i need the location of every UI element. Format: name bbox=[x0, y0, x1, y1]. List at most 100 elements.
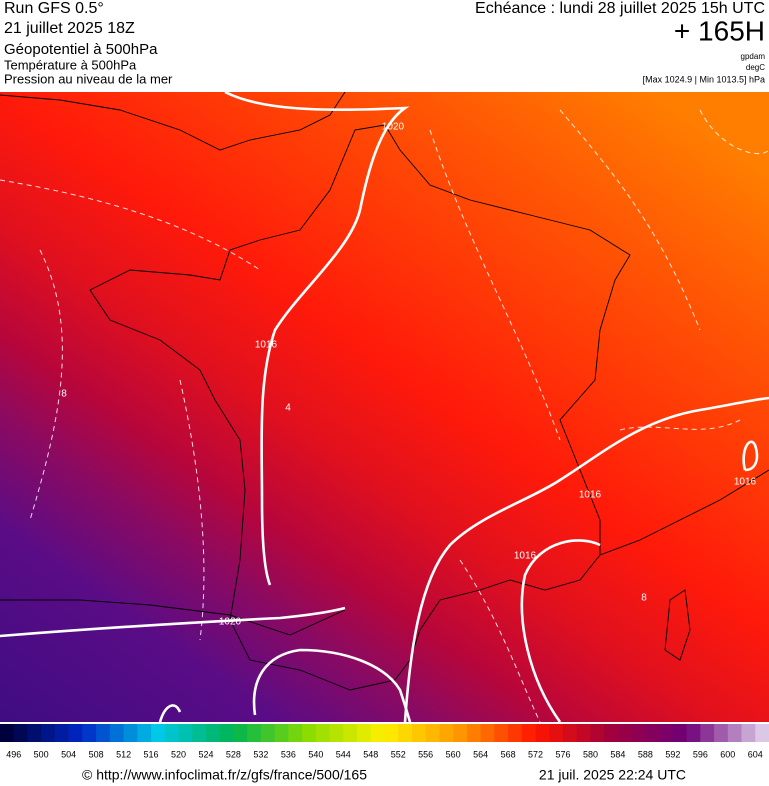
uk-coast bbox=[0, 92, 346, 151]
colorbar-label: 556 bbox=[418, 749, 433, 759]
colorbar-box bbox=[645, 724, 660, 742]
colorbar-box bbox=[563, 724, 578, 742]
colorbar-box bbox=[109, 724, 125, 742]
colorbar-label: 604 bbox=[748, 749, 763, 759]
colorbar-box bbox=[714, 724, 729, 742]
colorbar-box bbox=[686, 724, 701, 742]
colorbar-box bbox=[41, 724, 56, 742]
run: Run GFS 0.5° bbox=[4, 0, 104, 17]
colorbar-label: 564 bbox=[473, 749, 488, 759]
isobar bbox=[224, 92, 410, 586]
colorbar-box bbox=[398, 724, 413, 742]
colorbar-label: 536 bbox=[281, 749, 296, 759]
colorbar-box bbox=[54, 724, 70, 742]
colorbar-box bbox=[617, 724, 633, 742]
isotherm bbox=[619, 419, 741, 431]
isotherm bbox=[0, 179, 261, 271]
colorbar-box bbox=[288, 724, 303, 742]
colorbar-box bbox=[68, 724, 83, 742]
colorbar-box bbox=[0, 724, 15, 742]
pressure-range: [Max 1024.9 | Min 1013.5] hPa bbox=[643, 74, 765, 84]
colorbar-box bbox=[96, 724, 111, 742]
contour-label: 8 bbox=[641, 593, 647, 604]
colorbar-box bbox=[274, 724, 289, 742]
isotherm bbox=[459, 559, 541, 722]
contour-label: 1016 bbox=[514, 551, 537, 562]
colorbar-label: 588 bbox=[638, 749, 653, 759]
colorbar-label: 580 bbox=[583, 749, 598, 759]
colorbar-box bbox=[137, 724, 152, 742]
colorbar-label: 584 bbox=[610, 749, 625, 759]
colorbar-label: 560 bbox=[446, 749, 461, 759]
colorbar-box bbox=[219, 724, 234, 742]
colorbar-label: 508 bbox=[89, 749, 104, 759]
colorbar-box bbox=[576, 724, 591, 742]
isotherm bbox=[179, 379, 205, 641]
colorbar-label: 504 bbox=[61, 749, 76, 759]
contour-label: 1020 bbox=[382, 122, 405, 133]
colorbar-box bbox=[508, 724, 523, 742]
colorbar-box bbox=[727, 724, 743, 742]
colorbar-box bbox=[247, 724, 262, 742]
colorbar-box bbox=[590, 724, 605, 742]
colorbar-label: 572 bbox=[528, 749, 543, 759]
field-temperature: Température à 500hPa bbox=[4, 57, 137, 72]
colorbar-label: 592 bbox=[665, 749, 680, 759]
run-date: 21 juillet 2025 18Z bbox=[4, 20, 135, 37]
lead-time: + 165H bbox=[674, 15, 765, 46]
colorbar-label: 600 bbox=[720, 749, 735, 759]
colorbar-box bbox=[343, 724, 358, 742]
colorbar-label: 520 bbox=[171, 749, 186, 759]
colorbar-box bbox=[315, 724, 331, 742]
colorbar-box bbox=[659, 724, 674, 742]
field-pressure: Pression au niveau de la mer bbox=[4, 71, 173, 86]
colorbar-box bbox=[535, 724, 550, 742]
colorbar-box bbox=[425, 724, 440, 742]
unit-temperature: degC bbox=[746, 63, 765, 72]
colorbar-label: 548 bbox=[363, 749, 378, 759]
footer-date: 21 juil. 2025 22:24 UTC bbox=[539, 767, 686, 783]
field-geopotential: Géopotentiel à 500hPa bbox=[4, 41, 158, 58]
colorbar-box bbox=[411, 724, 427, 742]
colorbar-box bbox=[700, 724, 715, 742]
isobar bbox=[0, 606, 346, 638]
colorbar-box bbox=[604, 724, 619, 742]
valid-time: Echéance : lundi 28 juillet 2025 15h UTC bbox=[475, 0, 765, 17]
colorbar-label: 568 bbox=[501, 749, 516, 759]
colorbar-box bbox=[164, 724, 180, 742]
map: 1020 1016 1020 1016 1016 1016 8 8 4 bbox=[0, 92, 769, 722]
colorbar-label: 552 bbox=[391, 749, 406, 759]
contour-label: 8 bbox=[61, 389, 67, 400]
colorbar-box bbox=[329, 724, 344, 742]
colorbar-label: 512 bbox=[116, 749, 131, 759]
colorbar-box bbox=[205, 724, 221, 742]
colorbar-label: 524 bbox=[198, 749, 213, 759]
colorbar-box bbox=[466, 724, 482, 742]
colorbar-box bbox=[494, 724, 509, 742]
isobar bbox=[158, 704, 182, 722]
colorbar-box bbox=[741, 724, 756, 742]
contour-label: 4 bbox=[285, 403, 291, 414]
colorbar-box bbox=[82, 724, 97, 742]
italy-coast bbox=[599, 469, 769, 556]
colorbar-box bbox=[755, 724, 769, 742]
isobar bbox=[403, 396, 769, 722]
colorbar-label: 516 bbox=[144, 749, 159, 759]
colorbar-box bbox=[672, 724, 688, 742]
colorbar-label: 528 bbox=[226, 749, 241, 759]
colorbar-box bbox=[453, 724, 468, 742]
colorbar-label: 576 bbox=[556, 749, 571, 759]
colorbar-label: 596 bbox=[693, 749, 708, 759]
colorbar-label: 496 bbox=[6, 749, 21, 759]
colorbar-box bbox=[370, 724, 385, 742]
contour-label: 1016 bbox=[734, 477, 757, 488]
colorbar-box bbox=[192, 724, 207, 742]
colorbar-box bbox=[178, 724, 193, 742]
isotherm bbox=[699, 109, 769, 155]
colorbar-box bbox=[384, 724, 399, 742]
colorbar-box bbox=[549, 724, 564, 742]
colorbar-box bbox=[123, 724, 138, 742]
colorbar-box bbox=[233, 724, 248, 742]
colorbar-box bbox=[521, 724, 537, 742]
